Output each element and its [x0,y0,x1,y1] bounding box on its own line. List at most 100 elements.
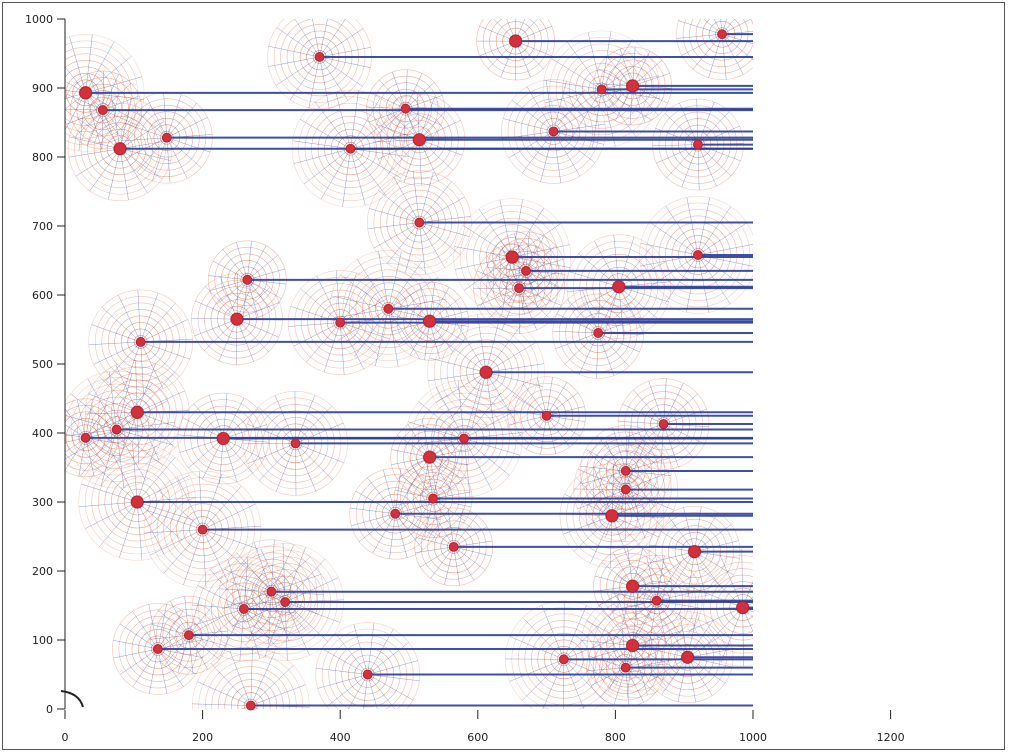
field-spoke [222,591,272,610]
field-spoke [243,557,249,609]
field-spoke [721,19,735,35]
field-spoke [582,290,599,334]
field-spoke [116,429,163,466]
field-spoke [453,546,460,586]
field-spoke [419,222,446,268]
field-spoke [220,276,238,320]
field-spoke [242,562,286,603]
field-spoke [597,332,615,376]
field-spoke [618,421,664,425]
field-spoke [403,139,420,183]
field-spoke [242,279,248,319]
field-spoke [102,71,104,111]
charge-point [688,545,701,559]
field-spoke [227,559,245,610]
field-spoke [601,54,650,90]
field-spoke [363,674,368,709]
field-spoke [209,569,245,610]
field-spoke [137,446,156,503]
charge-point [412,133,426,147]
field-spoke [395,485,432,514]
field-spoke [350,98,381,149]
field-spoke [573,488,626,490]
field-spoke [521,659,564,701]
field-spoke [670,551,695,591]
field-spoke [140,341,180,377]
field-spoke [111,97,121,149]
field-spoke [463,410,516,439]
field-spoke [429,456,468,466]
field-spoke [405,222,420,273]
field-spoke [666,144,699,178]
field-spoke [742,602,753,608]
field-spoke [611,592,657,601]
charge-point [596,84,607,95]
field-spoke [515,19,526,42]
field-spoke [119,148,163,180]
field-spoke [426,460,434,499]
field-spoke [515,40,552,57]
field-spoke [85,437,125,445]
field-spoke [578,332,599,375]
charge-point [448,541,459,552]
field-spoke [593,467,613,516]
field-spoke [137,475,190,503]
field-spoke [595,642,626,668]
charge-point [509,34,523,48]
field-spoke [697,144,741,162]
field-spoke [209,395,224,439]
field-spoke [243,592,294,610]
field-spoke [268,56,320,67]
field-spoke [523,384,547,416]
field-spoke [618,286,625,339]
field-spoke [194,608,244,626]
field-spoke [721,19,727,35]
field-spoke [253,542,272,592]
field-spoke [119,148,129,201]
field-spoke [85,41,115,93]
field-spoke [563,659,585,709]
field-spoke [284,547,306,603]
field-spoke [275,443,296,492]
field-spoke [477,314,487,373]
field-spoke [85,501,138,529]
charge-point [717,29,727,40]
field-spoke [88,393,138,413]
field-spoke [75,148,121,177]
field-spoke [545,79,554,132]
field-spoke [115,364,138,413]
equipotential-ring [703,568,753,647]
field-spoke [204,608,245,643]
field-spoke [485,372,517,423]
field-spoke [89,412,138,434]
field-spoke [544,89,602,104]
field-spoke [395,501,440,514]
field-spoke [163,92,168,138]
field-spoke [405,95,443,109]
field-spoke [742,607,753,618]
field-spoke [166,117,208,138]
field-spoke [632,46,636,86]
field-spoke [611,463,614,516]
field-spoke [85,56,132,94]
field-spoke [157,648,168,694]
field-spoke [419,222,426,275]
field-spoke [119,98,133,149]
field-spoke [486,255,520,289]
field-spoke [188,634,227,647]
field-spoke [295,443,344,463]
field-spoke [137,501,165,555]
field-spoke [350,148,387,196]
field-spoke [421,457,430,496]
field-spoke [418,401,465,439]
field-spoke [501,246,520,289]
charge-point [314,52,325,62]
field-spoke [85,399,93,438]
field-spoke [300,288,341,323]
field-spoke [632,612,673,646]
field-spoke [499,199,513,258]
charge-point [593,328,604,338]
field-spoke [144,529,203,534]
charge-point [651,595,662,606]
field-spoke [546,377,553,416]
